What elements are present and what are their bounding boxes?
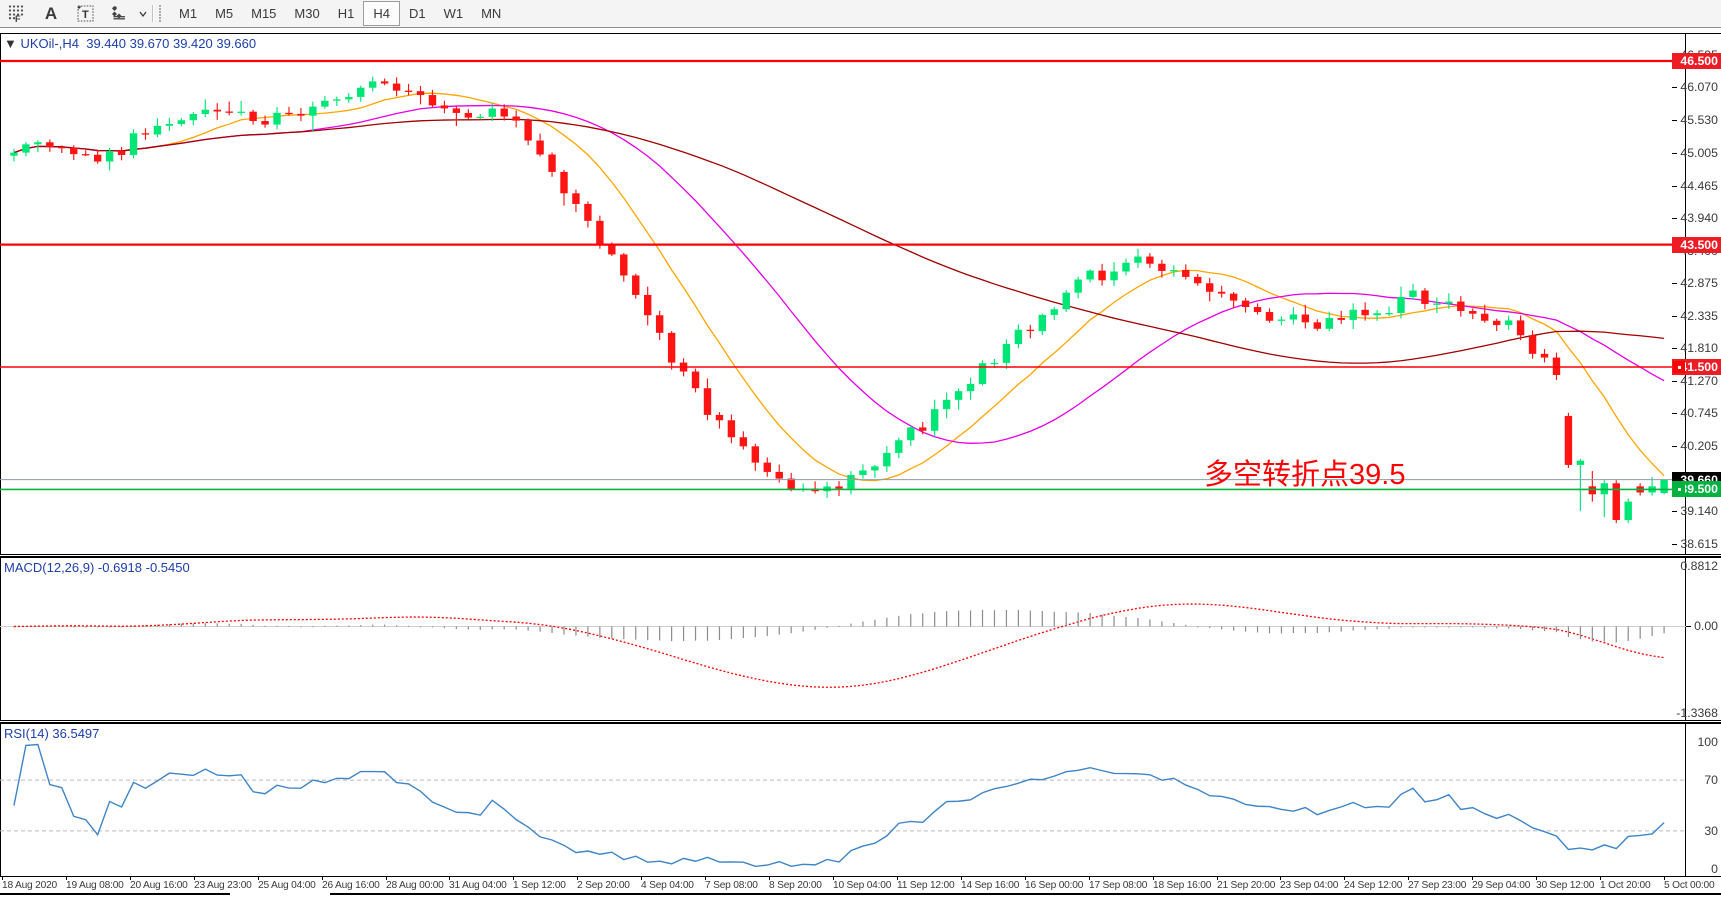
svg-text:T: T [82,9,89,21]
svg-text:F: F [15,14,21,22]
